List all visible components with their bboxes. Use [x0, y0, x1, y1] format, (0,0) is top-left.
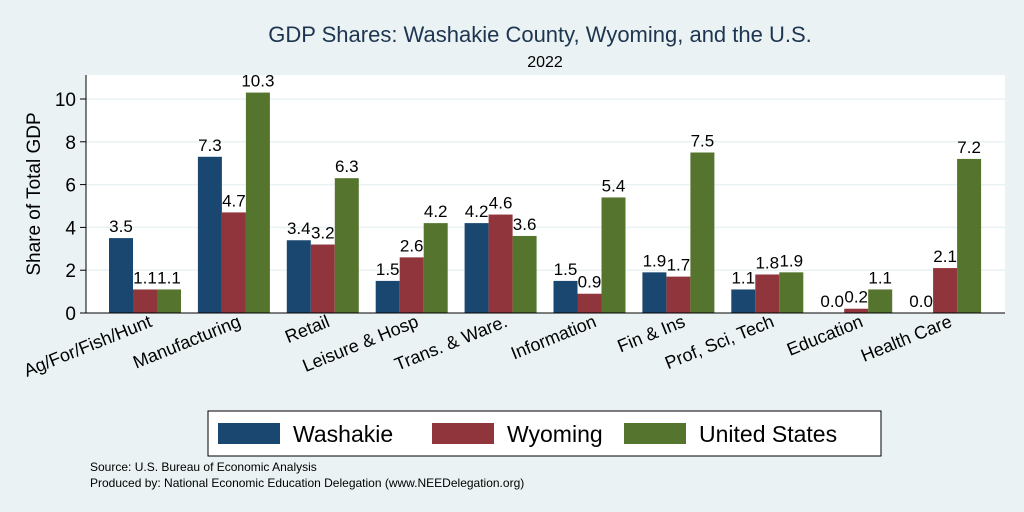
y-axis-label: Share of Total GDP: [24, 112, 45, 275]
x-tick-label: Health Care: [858, 311, 955, 366]
data-label: 0.0: [909, 292, 933, 311]
bar-washakie: [109, 238, 133, 313]
bar-wyoming: [933, 268, 958, 313]
bar-wyoming: [133, 289, 157, 313]
data-label: 4.7: [222, 191, 246, 210]
data-label: 0.2: [844, 288, 868, 307]
y-tick-label: 2: [65, 261, 76, 282]
data-label: 3.5: [109, 217, 133, 236]
x-tick-label: Education: [784, 311, 866, 360]
y-tick-label: 0: [65, 304, 76, 325]
y-tick-label: 8: [65, 133, 76, 154]
data-label: 1.5: [376, 260, 400, 279]
data-label: 1.9: [779, 251, 803, 270]
legend-label: Washakie: [293, 421, 393, 447]
x-tick-label: Retail: [282, 311, 332, 347]
bar-washakie: [286, 240, 311, 313]
bar-united-states: [779, 272, 804, 313]
bar-washakie: [197, 156, 222, 313]
bar-washakie: [464, 223, 489, 313]
bar-wyoming: [488, 214, 513, 313]
data-label: 1.9: [643, 251, 667, 270]
y-tick-label: 4: [65, 218, 76, 239]
data-label: 2.1: [933, 247, 957, 266]
x-tick-label: Ag/For/Fish/Hunt: [21, 311, 155, 381]
data-label: 1.1: [731, 268, 755, 287]
bar-wyoming: [399, 257, 424, 313]
y-tick-label: 10: [55, 90, 76, 111]
bar-united-states: [601, 197, 626, 313]
data-label: 1.8: [755, 253, 779, 272]
legend-swatch: [432, 423, 494, 444]
data-label: 5.4: [602, 176, 626, 195]
data-label: 1.7: [667, 256, 691, 275]
bar-washakie: [375, 280, 400, 313]
bar-wyoming: [844, 308, 869, 313]
bar-wyoming: [310, 244, 335, 313]
data-label: 4.2: [424, 202, 448, 221]
data-label: 4.6: [489, 194, 513, 213]
data-label: 1.1: [868, 268, 892, 287]
data-label: 0.0: [820, 292, 844, 311]
bar-wyoming: [221, 212, 246, 313]
bar-wyoming: [666, 276, 691, 313]
data-label: 10.3: [241, 72, 274, 91]
data-label: 6.3: [335, 157, 359, 176]
bar-united-states: [957, 158, 982, 313]
produced-by-note: Produced by: National Economic Education…: [90, 476, 524, 490]
bar-united-states: [334, 178, 359, 313]
bar-wyoming: [755, 274, 780, 313]
legend-swatch: [624, 423, 686, 444]
data-label: 2.6: [400, 236, 424, 255]
data-label: 7.2: [957, 138, 981, 157]
legend-box: [207, 410, 882, 457]
data-label: 3.6: [513, 215, 537, 234]
data-label: 7.3: [198, 136, 222, 155]
legend-label: Wyoming: [507, 421, 603, 447]
data-label: 1.1: [157, 268, 181, 287]
chart-subtitle: 2022: [527, 54, 563, 71]
chart-title: GDP Shares: Washakie County, Wyoming, an…: [268, 22, 812, 47]
data-label: 7.5: [691, 132, 715, 151]
bar-wyoming: [577, 293, 602, 313]
bar-united-states: [245, 92, 270, 313]
legend-label: United States: [699, 421, 837, 447]
bar-washakie: [553, 280, 578, 313]
data-label: 1.5: [554, 260, 578, 279]
source-note: Source: U.S. Bureau of Economic Analysis: [90, 460, 317, 474]
bar-united-states: [868, 289, 893, 313]
bar-united-states: [157, 289, 181, 313]
y-tick-label: 6: [65, 176, 76, 197]
bar-united-states: [690, 152, 715, 313]
legend-swatch: [218, 423, 280, 444]
bar-united-states: [512, 235, 537, 313]
data-label: 3.4: [287, 219, 311, 238]
data-label: 3.2: [311, 224, 335, 243]
data-label: 0.9: [578, 273, 602, 292]
x-tick-label: Information: [508, 311, 599, 363]
data-label: 1.1: [133, 268, 157, 287]
bar-united-states: [423, 223, 448, 313]
bar-washakie: [731, 289, 756, 313]
bar-washakie: [642, 272, 667, 313]
data-label: 4.2: [465, 202, 489, 221]
